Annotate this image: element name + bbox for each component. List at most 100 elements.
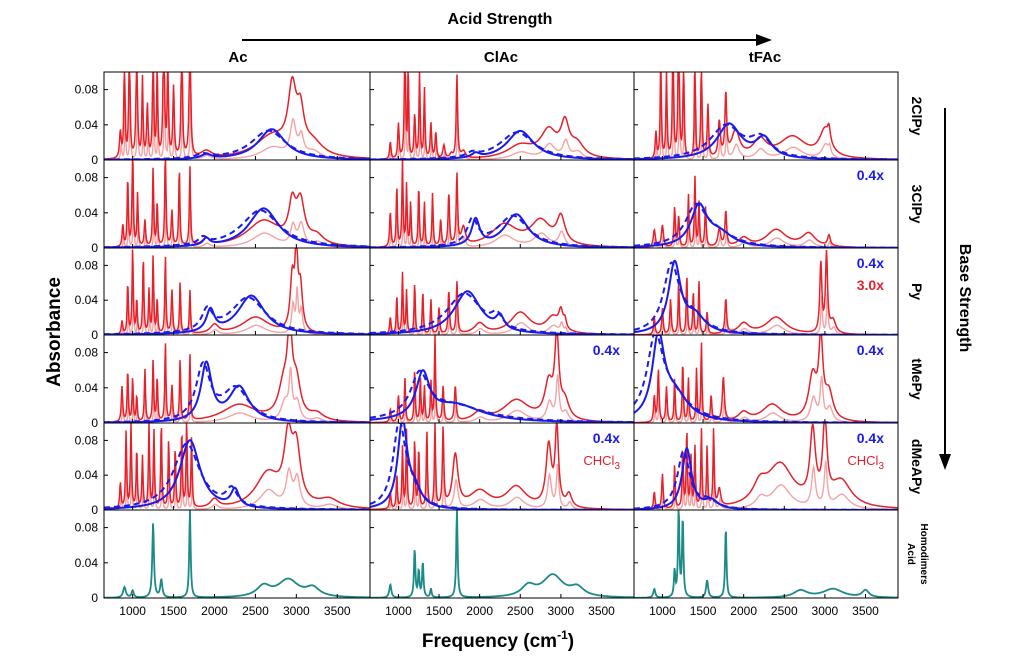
experiment-curve <box>634 423 898 510</box>
y-tick-label: 0.04 <box>75 556 99 570</box>
x-tick-label: 1000 <box>119 604 146 618</box>
panel-homodimer-tFAc <box>634 510 898 598</box>
panel-tMePy-Ac <box>104 335 370 423</box>
x-tick-label: 1500 <box>690 604 717 618</box>
y-axis-label: Absorbance <box>44 277 65 387</box>
panel-3ClPy-Ac <box>104 160 370 248</box>
scale-annotation: 0.4x <box>593 342 620 358</box>
row-label-homodimer-line1: Acid <box>905 543 916 565</box>
panel-frame <box>103 509 371 599</box>
simulation-dashed-curve <box>370 369 634 423</box>
x-tick-label: 2500 <box>507 604 534 618</box>
y-tick-label: 0.08 <box>75 171 99 185</box>
panel-dMeAPy-tFAc <box>634 423 898 510</box>
simulation-dashed-curve <box>104 361 370 423</box>
scale-annotation: 0.4x <box>857 167 884 183</box>
experiment-light-curve <box>634 459 898 510</box>
column-label-clac: ClAc <box>484 49 518 66</box>
simulation-dashed-curve <box>370 292 634 335</box>
scale-annotation-experiment: 3.0x <box>857 277 884 293</box>
simulation-dashed-curve <box>104 296 370 335</box>
chart-title: Acid Strength <box>448 11 553 28</box>
y-tick-label: 0 <box>91 416 98 430</box>
row-label-dMeAPy: dMeAPy <box>909 439 925 494</box>
x-tick-label: 3500 <box>852 604 879 618</box>
x-tick-label: 2000 <box>730 604 757 618</box>
base-strength-arrowhead <box>939 454 951 470</box>
acid-strength-arrowhead <box>756 34 772 46</box>
simulation-dashed-curve <box>370 423 634 510</box>
row-label-3ClPy: 3ClPy <box>909 185 925 224</box>
x-tick-label: 3500 <box>324 604 351 618</box>
row-label-Py: Py <box>909 283 925 300</box>
x-tick-label: 3500 <box>588 604 615 618</box>
column-label-ac: Ac <box>228 49 247 66</box>
experiment-curve <box>370 72 634 160</box>
simulation-dashed-curve <box>370 131 634 160</box>
x-tick-label: 1500 <box>160 604 187 618</box>
panel-3ClPy-tFAc <box>634 175 898 248</box>
experiment-curve <box>104 423 370 510</box>
x-axis-label: Frequency (cm-1) <box>422 628 574 652</box>
simulation-dashed-curve <box>104 209 370 248</box>
panel-frame <box>633 509 899 599</box>
homodimer-curve <box>634 510 898 598</box>
y-tick-label: 0.08 <box>75 83 99 97</box>
scale-annotation: 0.4x <box>857 255 884 271</box>
experiment-curve <box>370 423 634 510</box>
panel-dMeAPy-Ac <box>104 423 370 510</box>
x-tick-label: 3000 <box>283 604 310 618</box>
x-tick-label: 2500 <box>242 604 269 618</box>
panel-3ClPy-ClAc <box>370 160 634 248</box>
simulation-dashed-curve <box>634 123 898 160</box>
panel-2ClPy-ClAc <box>370 72 634 160</box>
y-tick-label: 0 <box>91 591 98 605</box>
simulation-curve <box>104 439 370 510</box>
y-tick-label: 0 <box>91 328 98 342</box>
simulation-curve <box>370 290 634 335</box>
homodimer-curve <box>104 510 370 598</box>
panel-2ClPy-Ac <box>104 72 370 160</box>
panel-grid: 0 0.04 0.08 0 0.04 0.08 0 0.04 0.08 0 0.04 0.08 0 0.0… <box>75 71 929 618</box>
homodimer-curve <box>370 510 634 598</box>
experiment-curve <box>634 72 898 160</box>
x-tick-label: 2000 <box>201 604 228 618</box>
row-label-2ClPy: 2ClPy <box>909 97 925 136</box>
simulation-dashed-curve <box>104 129 370 160</box>
scale-annotation: 0.4x <box>857 430 884 446</box>
panel-tMePy-ClAc <box>370 335 634 423</box>
panel-frame <box>369 509 635 599</box>
x-tick-label: 1500 <box>426 604 453 618</box>
panel-Py-ClAc <box>370 271 634 335</box>
experiment-curve <box>634 335 898 423</box>
panel-2ClPy-tFAc <box>634 72 898 160</box>
y-tick-label: 0.08 <box>75 346 99 360</box>
experiment-light-curve <box>634 291 898 335</box>
y-tick-label: 0 <box>91 503 98 517</box>
experiment-curve <box>370 271 634 335</box>
y-tick-label: 0.08 <box>75 521 99 535</box>
scale-annotation: 0.4x <box>593 430 620 446</box>
simulation-dashed-curve <box>370 214 634 248</box>
scale-annotation: 0.4x <box>857 342 884 358</box>
row-label-homodimer-line2: Homodimers <box>918 523 929 585</box>
experiment-curve <box>104 335 370 423</box>
x-axis-label-exponent: -1 <box>557 628 568 642</box>
x-tick-label: 1000 <box>385 604 412 618</box>
x-tick-label: 1000 <box>649 604 676 618</box>
simulation-dashed-curve <box>104 442 370 510</box>
y-tick-label: 0.08 <box>75 258 99 272</box>
x-tick-label: 2500 <box>771 604 798 618</box>
row-label-tMePy: tMePy <box>909 358 925 399</box>
base-strength-label: Base Strength <box>956 244 973 352</box>
y-tick-label: 0.08 <box>75 433 99 447</box>
y-tick-label: 0 <box>91 241 98 255</box>
y-tick-label: 0 <box>91 153 98 167</box>
y-tick-label: 0.04 <box>75 293 99 307</box>
y-tick-label: 0.04 <box>75 381 99 395</box>
panel-homodimer-ClAc <box>370 510 634 598</box>
y-tick-label: 0.04 <box>75 206 99 220</box>
experiment-curve <box>104 160 370 248</box>
experiment-curve <box>370 160 634 248</box>
column-label-tfac: tFAc <box>749 49 782 66</box>
